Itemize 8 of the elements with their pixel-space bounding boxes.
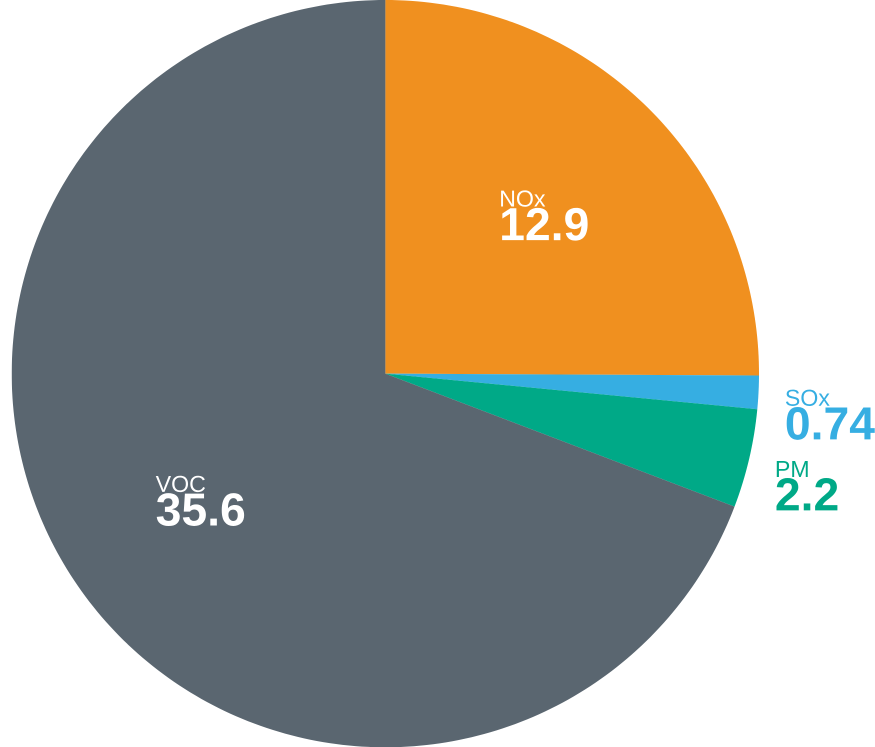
data-label: 35.6 bbox=[156, 493, 244, 526]
slice-label: VOC bbox=[156, 476, 205, 492]
slice-label: PM bbox=[776, 460, 808, 477]
slice-label: SOx bbox=[786, 389, 830, 406]
data-label: 12.9 bbox=[502, 208, 588, 240]
slice-label: NOx bbox=[501, 190, 546, 207]
data-label: 0.74 bbox=[786, 406, 875, 440]
data-label: 2.2 bbox=[776, 478, 838, 510]
